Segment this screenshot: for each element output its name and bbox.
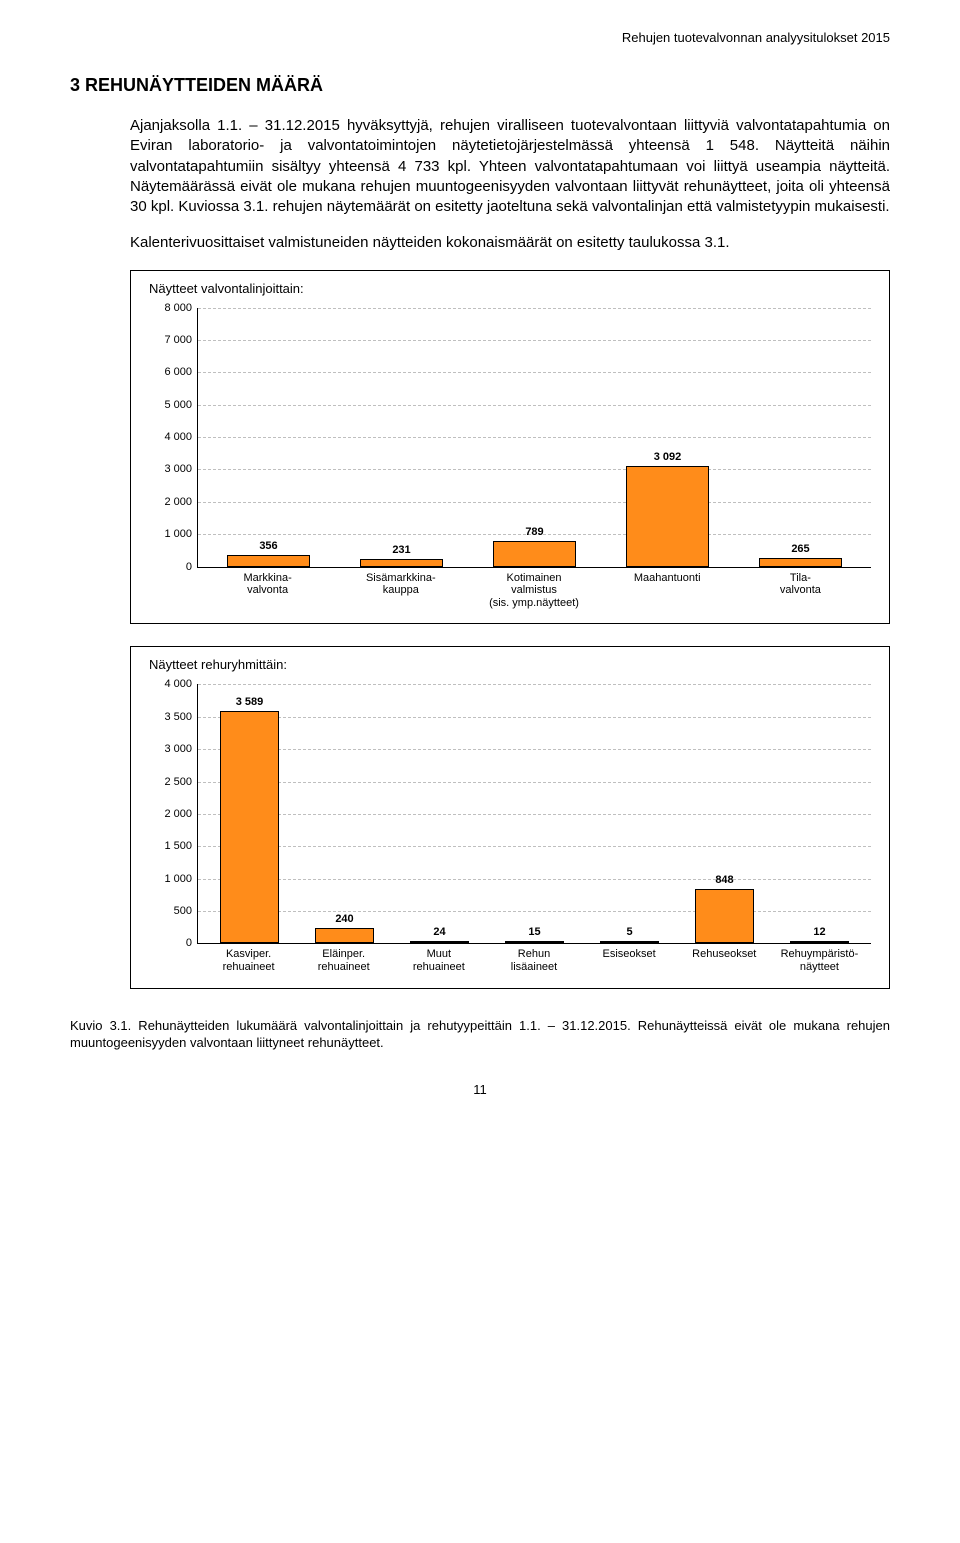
bar-value-label: 265 (791, 543, 809, 555)
bar-slot: 3 589 (202, 684, 297, 943)
bars-container: 3 589 240 24 15 5 848 12 (198, 684, 871, 943)
bar-slot: 231 (335, 308, 468, 567)
paragraph-2: Kalenterivuosittaiset valmistuneiden näy… (130, 233, 890, 253)
bar (227, 555, 309, 567)
bar-slot: 848 (677, 684, 772, 943)
bar (505, 941, 564, 943)
ytick-label: 8 000 (164, 302, 198, 314)
header-right-text: Rehujen tuotevalvonnan analyysitulokset … (70, 30, 890, 45)
xlabel: Esiseokset (582, 948, 677, 973)
bar-value-label: 356 (259, 540, 277, 552)
chart2-plot: 05001 0001 5002 0002 5003 0003 5004 0003… (197, 684, 871, 944)
ytick-label: 4 000 (164, 678, 198, 690)
ytick-label: 2 500 (164, 776, 198, 788)
bar-slot: 265 (734, 308, 867, 567)
bar-value-label: 240 (335, 913, 353, 925)
bar (695, 889, 754, 944)
ytick-label: 4 000 (164, 431, 198, 443)
bar (410, 941, 469, 943)
chart2-title: Näytteet rehuryhmittäin: (149, 657, 871, 672)
chart2-xlabels: Kasviper.rehuaineetEläinper.rehuaineetMu… (197, 948, 871, 973)
chart1-xlabels: Markkina-valvontaSisämarkkina-kauppaKoti… (197, 572, 871, 610)
page-number: 11 (70, 1082, 890, 1097)
xlabel: Tila-valvonta (734, 572, 867, 610)
chart-rehuryhmittain: Näytteet rehuryhmittäin: 05001 0001 5002… (130, 646, 890, 988)
ytick-label: 5 000 (164, 399, 198, 411)
bar-value-label: 15 (528, 926, 540, 938)
xlabel: Kasviper.rehuaineet (201, 948, 296, 973)
bar-value-label: 848 (715, 874, 733, 886)
ytick-label: 3 500 (164, 711, 198, 723)
bar-value-label: 3 092 (654, 451, 682, 463)
bars-container: 356 231 789 3 092 265 (198, 308, 871, 567)
xlabel: Rehuseokset (677, 948, 772, 973)
chart-valvontalinjoittain: Näytteet valvontalinjoittain: 01 0002 00… (130, 270, 890, 625)
bar-value-label: 231 (392, 544, 410, 556)
bar-slot: 789 (468, 308, 601, 567)
ytick-label: 1 000 (164, 528, 198, 540)
xlabel: Rehunlisäaineet (486, 948, 581, 973)
ytick-label: 500 (174, 905, 198, 917)
ytick-label: 0 (186, 937, 198, 949)
bar-slot: 356 (202, 308, 335, 567)
paragraph-1: Ajanjaksolla 1.1. – 31.12.2015 hyväksytt… (130, 116, 890, 217)
bar-slot: 12 (772, 684, 867, 943)
bar-value-label: 12 (813, 926, 825, 938)
bar (600, 941, 659, 943)
bar-value-label: 3 589 (236, 696, 264, 708)
bar-slot: 240 (297, 684, 392, 943)
bar-slot: 24 (392, 684, 487, 943)
bar-slot: 5 (582, 684, 677, 943)
chart1-plot: 01 0002 0003 0004 0005 0006 0007 0008 00… (197, 308, 871, 568)
xlabel: Rehuympäristö-näytteet (772, 948, 867, 973)
bar (315, 928, 374, 944)
bar (790, 941, 849, 943)
ytick-label: 3 000 (164, 743, 198, 755)
ytick-label: 1 500 (164, 840, 198, 852)
bar-value-label: 789 (525, 526, 543, 538)
xlabel: Maahantuonti (601, 572, 734, 610)
bar-slot: 3 092 (601, 308, 734, 567)
ytick-label: 2 000 (164, 496, 198, 508)
figure-caption: Kuvio 3.1. Rehunäytteiden lukumäärä valv… (70, 1017, 890, 1052)
bar (493, 541, 575, 567)
bar (626, 466, 708, 566)
xlabel: Markkina-valvonta (201, 572, 334, 610)
xlabel: Kotimainenvalmistus(sis. ymp.näytteet) (467, 572, 600, 610)
xlabel: Eläinper.rehuaineet (296, 948, 391, 973)
xlabel: Muutrehuaineet (391, 948, 486, 973)
ytick-label: 2 000 (164, 808, 198, 820)
chart1-title: Näytteet valvontalinjoittain: (149, 281, 871, 296)
bar (759, 558, 841, 567)
ytick-label: 3 000 (164, 463, 198, 475)
bar (220, 711, 279, 943)
bar-slot: 15 (487, 684, 582, 943)
ytick-label: 0 (186, 561, 198, 573)
ytick-label: 6 000 (164, 366, 198, 378)
chart1-area: 01 0002 0003 0004 0005 0006 0007 0008 00… (149, 308, 871, 610)
ytick-label: 7 000 (164, 334, 198, 346)
xlabel: Sisämarkkina-kauppa (334, 572, 467, 610)
ytick-label: 1 000 (164, 873, 198, 885)
bar-value-label: 24 (433, 926, 445, 938)
bar-value-label: 5 (626, 926, 632, 938)
chart2-area: 05001 0001 5002 0002 5003 0003 5004 0003… (149, 684, 871, 973)
section-title: 3 REHUNÄYTTEIDEN MÄÄRÄ (70, 75, 890, 96)
bar (360, 559, 442, 566)
